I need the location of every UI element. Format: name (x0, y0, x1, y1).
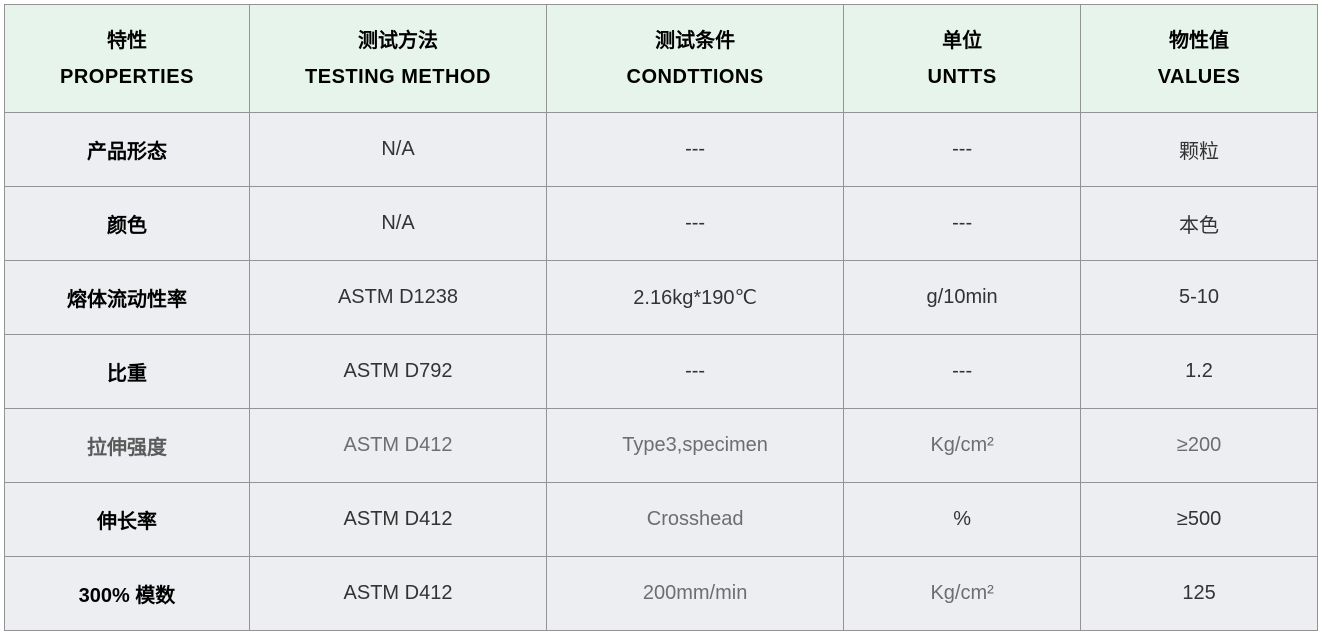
table-row: 拉伸强度 ASTM D412 Type3,specimen Kg/cm² ≥20… (5, 409, 1318, 483)
header-testing-method: 测试方法 TESTING METHOD (249, 5, 546, 113)
cell-method: N/A (249, 113, 546, 187)
cell-condition: --- (547, 113, 844, 187)
page: 特性 PROPERTIES 测试方法 TESTING METHOD 测试条件 C… (0, 4, 1322, 642)
table-header: 特性 PROPERTIES 测试方法 TESTING METHOD 测试条件 C… (5, 5, 1318, 113)
cell-method: ASTM D412 (249, 483, 546, 557)
cell-method: ASTM D412 (249, 557, 546, 631)
cell-method: ASTM D1238 (249, 261, 546, 335)
header-units: 单位 UNTTS (844, 5, 1081, 113)
table-row: 颜色 N/A --- --- 本色 (5, 187, 1318, 261)
cell-method: ASTM D412 (249, 409, 546, 483)
properties-table: 特性 PROPERTIES 测试方法 TESTING METHOD 测试条件 C… (4, 4, 1318, 631)
cell-value: 125 (1081, 557, 1318, 631)
cell-unit: --- (844, 335, 1081, 409)
cell-value: 颗粒 (1081, 113, 1318, 187)
header-conditions: 测试条件 CONDTTIONS (547, 5, 844, 113)
table-row: 伸长率 ASTM D412 Crosshead % ≥500 (5, 483, 1318, 557)
header-values: 物性值 VALUES (1081, 5, 1318, 113)
header-cn: 测试条件 (547, 23, 843, 59)
cell-condition: --- (547, 187, 844, 261)
cell-unit: % (844, 483, 1081, 557)
cell-value: 本色 (1081, 187, 1318, 261)
cell-property: 伸长率 (5, 483, 250, 557)
header-properties: 特性 PROPERTIES (5, 5, 250, 113)
header-en: UNTTS (844, 59, 1080, 95)
cell-property: 颜色 (5, 187, 250, 261)
header-row: 特性 PROPERTIES 测试方法 TESTING METHOD 测试条件 C… (5, 5, 1318, 113)
cell-unit: Kg/cm² (844, 557, 1081, 631)
header-en: TESTING METHOD (250, 59, 546, 95)
cell-property: 产品形态 (5, 113, 250, 187)
table-row: 比重 ASTM D792 --- --- 1.2 (5, 335, 1318, 409)
cell-condition: Crosshead (547, 483, 844, 557)
header-cn: 特性 (5, 23, 249, 59)
cell-value: ≥200 (1081, 409, 1318, 483)
header-en: CONDTTIONS (547, 59, 843, 95)
table-body: 产品形态 N/A --- --- 颗粒 颜色 N/A --- --- 本色 熔体… (5, 113, 1318, 631)
cell-property: 拉伸强度 (5, 409, 250, 483)
cell-property: 比重 (5, 335, 250, 409)
cell-condition: --- (547, 335, 844, 409)
cell-method: ASTM D792 (249, 335, 546, 409)
header-cn: 单位 (844, 23, 1080, 59)
cell-unit: g/10min (844, 261, 1081, 335)
header-en: PROPERTIES (5, 59, 249, 95)
cell-unit: Kg/cm² (844, 409, 1081, 483)
cell-condition: 2.16kg*190℃ (547, 261, 844, 335)
table-row: 300% 模数 ASTM D412 200mm/min Kg/cm² 125 (5, 557, 1318, 631)
cell-condition: 200mm/min (547, 557, 844, 631)
header-cn: 物性值 (1081, 23, 1317, 59)
cell-method: N/A (249, 187, 546, 261)
cell-condition: Type3,specimen (547, 409, 844, 483)
cell-unit: --- (844, 187, 1081, 261)
cell-value: ≥500 (1081, 483, 1318, 557)
table-row: 熔体流动性率 ASTM D1238 2.16kg*190℃ g/10min 5-… (5, 261, 1318, 335)
table-row: 产品形态 N/A --- --- 颗粒 (5, 113, 1318, 187)
header-cn: 测试方法 (250, 23, 546, 59)
cell-unit: --- (844, 113, 1081, 187)
cell-property: 300% 模数 (5, 557, 250, 631)
cell-value: 1.2 (1081, 335, 1318, 409)
cell-property: 熔体流动性率 (5, 261, 250, 335)
cell-value: 5-10 (1081, 261, 1318, 335)
header-en: VALUES (1081, 59, 1317, 95)
